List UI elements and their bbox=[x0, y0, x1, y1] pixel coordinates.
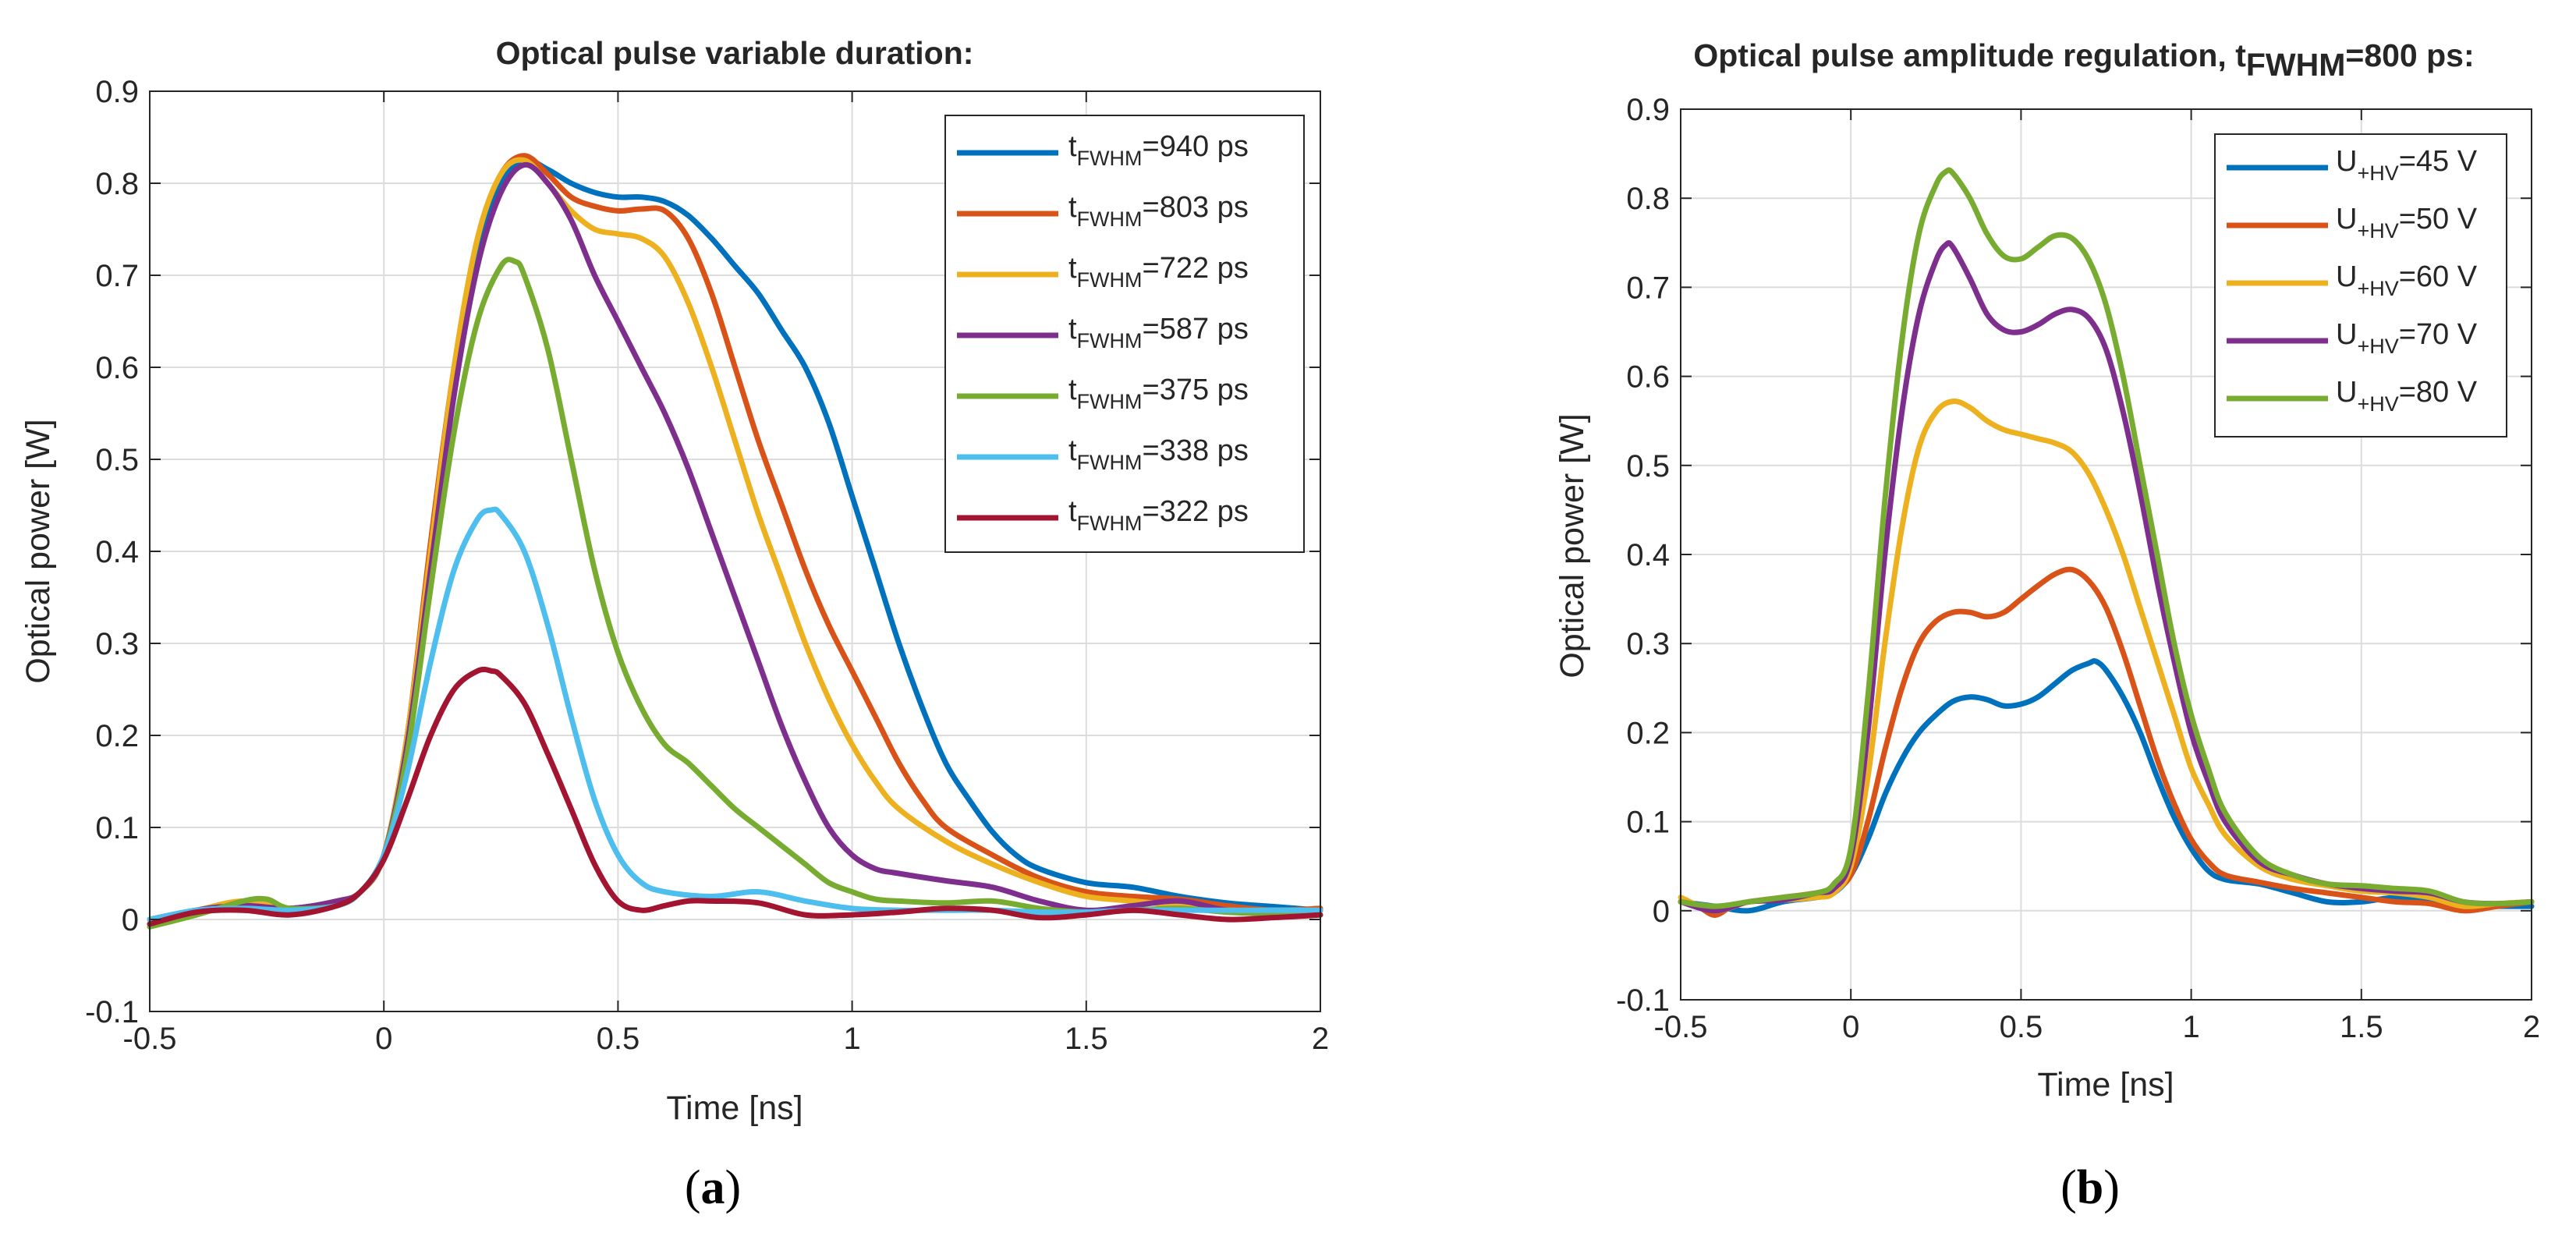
panel-a-series-group bbox=[147, 153, 1323, 930]
panel-a-x-tick-label: 1 bbox=[843, 1022, 860, 1056]
panel-a-y-tick-label: 0.6 bbox=[95, 351, 139, 385]
panel-a-y-tick-label: 0.9 bbox=[95, 75, 139, 109]
panel-b-series-group bbox=[1678, 167, 2535, 918]
panel-a-x-tick-labels: -0.5 0 0.5 1 1.5 2 bbox=[123, 1022, 1330, 1056]
panel-b-legend-label-2: U+HV=50 V bbox=[2336, 203, 2478, 243]
panel-b-y-tick-label: 0 bbox=[1653, 895, 1670, 929]
panel-a-y-tick-label: 0.3 bbox=[95, 627, 139, 661]
panel-b-y-tick-label: 0.8 bbox=[1626, 182, 1670, 216]
panel-b-x-tick-label: 1 bbox=[2182, 1010, 2199, 1044]
panel-a-legend-label-7: tFWHM=322 ps bbox=[1068, 495, 1249, 535]
panel-b-y-tick-label: 0.3 bbox=[1626, 627, 1670, 661]
panel-a-y-axis-label: Optical power [W] bbox=[19, 419, 57, 683]
panel-b-x-tick-label: 0.5 bbox=[2000, 1010, 2043, 1044]
panel-b-x-tick-labels: -0.5 0 0.5 1 1.5 2 bbox=[1654, 1010, 2541, 1044]
panel-a-title: Optical pulse variable duration: bbox=[496, 35, 974, 71]
panel-b-x-axis-label: Time [ns] bbox=[2037, 1066, 2174, 1104]
panel-b-x-tick-label: -0.5 bbox=[1654, 1010, 1708, 1044]
panel-b-series-line-5 bbox=[1678, 167, 2535, 909]
panel-b-x-tick-label: 0 bbox=[1842, 1010, 1859, 1044]
panel-a-x-tick-label: 0 bbox=[375, 1022, 392, 1056]
panel-b-y-tick-labels: -0.1 0 0.1 0.2 0.3 0.4 0.5 0.6 0.7 0.8 0.9 bbox=[1616, 93, 1670, 1018]
panel-a-legend-label-4: tFWHM=587 ps bbox=[1068, 313, 1249, 352]
panel-b-y-axis-label: Optical power [W] bbox=[1554, 413, 1591, 678]
panel-a-y-tick-label: -0.1 bbox=[85, 995, 139, 1029]
panel-b-y-tick-label: 0.4 bbox=[1626, 538, 1670, 572]
panel-a-caption: (a) bbox=[685, 1161, 741, 1214]
panel-b-x-tick-label: 1.5 bbox=[2340, 1010, 2383, 1044]
panel-b-legend: U+HV=45 V U+HV=50 V U+HV=60 V U+HV=70 V U+HV… bbox=[2214, 133, 2507, 438]
panel-b-y-tick-label: 0.1 bbox=[1626, 806, 1670, 840]
panel-a-legend-label-1: tFWHM=940 ps bbox=[1068, 130, 1249, 170]
panel-a-y-tick-label: 0.7 bbox=[95, 259, 139, 293]
panel-b-ticks bbox=[1680, 108, 2532, 1001]
panel-b-legend-label-3: U+HV=60 V bbox=[2336, 260, 2478, 300]
panel-a-y-tick-label: 0.8 bbox=[95, 167, 139, 201]
panel-a-x-axis-label: Time [ns] bbox=[666, 1089, 803, 1127]
panel-b-y-tick-label: 0.5 bbox=[1626, 449, 1670, 484]
panel-a-legend-label-6: tFWHM=338 ps bbox=[1068, 434, 1249, 474]
panel-a-y-tick-label: 0.5 bbox=[95, 443, 139, 477]
panel-b-title: Optical pulse amplitude regulation, tFWH… bbox=[1693, 37, 2474, 83]
panel-b-legend-label-4: U+HV=70 V bbox=[2336, 318, 2478, 358]
panel-a-ticks bbox=[149, 90, 1321, 1012]
panel-b-legend-label-1: U+HV=45 V bbox=[2336, 145, 2478, 185]
panel-a-legend-label-3: tFWHM=722 ps bbox=[1068, 252, 1249, 292]
panel-a-legend-label-5: tFWHM=375 ps bbox=[1068, 374, 1249, 413]
panel-b-y-tick-label: 0.6 bbox=[1626, 360, 1670, 395]
panel-a-y-tick-labels: -0.1 0 0.1 0.2 0.3 0.4 0.5 0.6 0.7 0.8 0.9 bbox=[85, 75, 139, 1029]
panel-a-y-tick-label: 0.2 bbox=[95, 719, 139, 753]
panel-a-x-tick-label: 0.5 bbox=[597, 1022, 640, 1056]
panel-b-y-tick-label: -0.1 bbox=[1616, 983, 1670, 1018]
panel-a-series-line-7 bbox=[147, 666, 1323, 927]
panel-b-x-tick-label: 2 bbox=[2523, 1010, 2540, 1044]
panel-a-y-tick-label: 0 bbox=[122, 903, 139, 937]
panel-a-legend: tFWHM=940 ps tFWHM=803 ps tFWHM=722 ps tFWH… bbox=[944, 115, 1305, 553]
panel-b-legend-label-5: U+HV=80 V bbox=[2336, 376, 2478, 416]
panel-b-caption: (b) bbox=[2060, 1161, 2120, 1214]
panel-b-chart: Optical pulse amplitude regulation, tFWH… bbox=[1554, 37, 2540, 1214]
panel-a-x-tick-label: 1.5 bbox=[1065, 1022, 1108, 1056]
panel-b-y-tick-label: 0.9 bbox=[1626, 93, 1670, 127]
panel-a-x-tick-label: 2 bbox=[1312, 1022, 1329, 1056]
panel-a-y-tick-label: 0.4 bbox=[95, 535, 139, 569]
panel-a-chart: Optical pulse variable duration: -0.5 0 0.… bbox=[19, 35, 1329, 1214]
panel-b-y-tick-label: 0.2 bbox=[1626, 716, 1670, 750]
panel-a-y-tick-label: 0.1 bbox=[95, 811, 139, 845]
panel-a-x-tick-label: -0.5 bbox=[123, 1022, 177, 1056]
panel-a-legend-box bbox=[944, 115, 1305, 553]
panel-a-legend-label-2: tFWHM=803 ps bbox=[1068, 191, 1249, 231]
panel-b-y-tick-label: 0.7 bbox=[1626, 271, 1670, 305]
